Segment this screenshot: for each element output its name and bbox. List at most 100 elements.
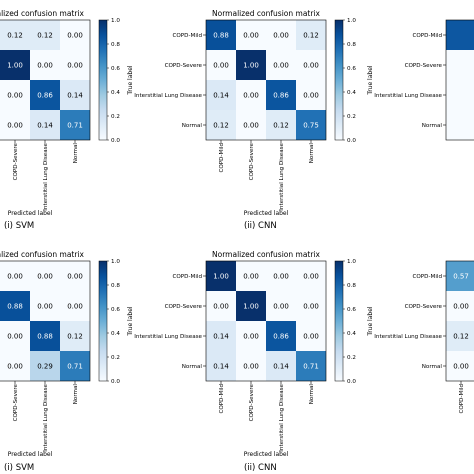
cell-value-label: 0.86: [273, 92, 289, 100]
x-tick-label: COPD-Severe: [13, 383, 19, 421]
x-tick-label: Interstitial Lung Disease: [279, 383, 285, 451]
cell-value-label: 0.00: [37, 273, 53, 281]
matrix-cell: [446, 50, 474, 80]
y-tick-label: Interstitial Lung Disease: [374, 93, 442, 99]
colorbar-tick-label: 0.8: [347, 283, 356, 289]
panel-caption: (ii) CNN: [244, 463, 277, 473]
matrix-cell: [206, 261, 236, 291]
matrix-frame: [205, 19, 327, 141]
matrix-cell: [60, 80, 90, 110]
matrix-cell: [236, 80, 266, 110]
y-tick-label: COPD-Severe: [165, 63, 203, 69]
y-axis-label: True label: [367, 306, 374, 336]
matrix-frame: [0, 260, 91, 382]
colorbar: [98, 19, 108, 141]
matrix-cell: [30, 321, 60, 351]
matrix-cell: [446, 321, 474, 351]
confusion-matrix-4: Normalized confusion matrix1.000.000.000…: [0, 250, 120, 473]
cell-value-label: 0.00: [453, 303, 469, 311]
x-tick-label: Interstitial Lung Disease: [43, 383, 49, 451]
cell-value-label: 0.00: [37, 62, 53, 70]
cell-value-label: 0.12: [7, 32, 23, 40]
matrix-cell: [446, 291, 474, 321]
x-tick-label: Interstitial Lung Disease: [43, 142, 49, 210]
cell-value-label: 0.88: [213, 32, 229, 40]
y-tick-label: COPD-Mild: [173, 274, 203, 280]
matrix-cell: [60, 291, 90, 321]
cell-value-label: 0.88: [37, 333, 53, 341]
matrix-cell: [0, 50, 30, 80]
confusion-matrix-6: ConvLSTM0.570.000.120.00COPD-MildCOPD-Se…: [367, 260, 474, 414]
matrix-cell: [206, 321, 236, 351]
cell-value-label: 0.00: [303, 92, 319, 100]
cell-value-label: 0.00: [243, 92, 259, 100]
matrix-cell: [30, 291, 60, 321]
x-axis-label: Predicted label: [8, 451, 53, 458]
cell-value-label: 0.00: [243, 333, 259, 341]
cell-value-label: 0.00: [7, 273, 23, 281]
colorbar-tick-label: 0.0: [347, 138, 356, 144]
colorbar: [98, 260, 108, 382]
y-tick-label: Normal: [182, 123, 203, 129]
cell-value-label: 0.00: [273, 303, 289, 311]
matrix-frame: [205, 260, 327, 382]
matrix-cell: [296, 20, 326, 50]
matrix-cell: [30, 80, 60, 110]
matrix-cell: [60, 20, 90, 50]
confusion-matrix-2: Normalized confusion matrix 0.88 0.00 0.00 0…: [127, 9, 356, 231]
matrix-cell: [266, 50, 296, 80]
cell-value-label: 1.00: [7, 62, 23, 70]
colorbar-tick-label: 0.8: [111, 283, 120, 289]
y-tick-label: COPD-Severe: [405, 304, 443, 310]
matrix-cell: [446, 80, 474, 110]
matrix-cell: [60, 50, 90, 80]
cell-value-label: 0.86: [273, 333, 289, 341]
cell-value-label: 0.00: [303, 273, 319, 281]
colorbar-tick-label: 0.4: [347, 90, 356, 96]
panel-caption: (ii) CNN: [244, 221, 277, 231]
colorbar-tick-label: 0.6: [111, 66, 120, 72]
cell-value-label: 0.00: [243, 32, 259, 40]
panel-caption: (i) SVM: [4, 221, 34, 231]
matrix-cell: [266, 291, 296, 321]
matrix-cell: [60, 110, 90, 140]
y-tick-label: COPD-Severe: [165, 304, 203, 310]
matrix-cell: [206, 351, 236, 381]
matrix-cell: [446, 20, 474, 50]
cell-value-label: 0.00: [37, 303, 53, 311]
matrix-cell: [30, 50, 60, 80]
cell-value-label: 0.14: [67, 92, 83, 100]
matrix-frame: [445, 19, 474, 141]
colorbar-tick-label: 0.4: [347, 331, 356, 337]
colorbar-tick-label: 0.6: [111, 307, 120, 313]
cell-value-label: 0.00: [7, 333, 23, 341]
cell-value-label: 0.71: [67, 122, 83, 130]
cell-value-label: 0.00: [453, 363, 469, 371]
matrix-cell: [236, 50, 266, 80]
y-tick-label: COPD-Severe: [405, 63, 443, 69]
cell-value-label: 0.29: [37, 363, 53, 371]
colorbar-tick-label: 0.0: [347, 379, 356, 385]
confusion-matrix-1: Normalized confusion matrix0.880.120.120…: [0, 9, 120, 231]
matrix-cell: [60, 261, 90, 291]
cell-value-label: 0.88: [7, 303, 23, 311]
cell-value-label: 0.71: [67, 363, 83, 371]
cell-value-label: 0.00: [273, 32, 289, 40]
matrix-cell: [0, 20, 30, 50]
matrix-cell: [30, 351, 60, 381]
chart-title: Normalized confusion matrix: [212, 250, 321, 259]
matrix-cell: [266, 20, 296, 50]
y-tick-label: Normal: [422, 364, 443, 370]
matrix-cell: [60, 351, 90, 381]
matrix-cell: [236, 291, 266, 321]
y-tick-label: Interstitial Lung Disease: [374, 334, 442, 340]
matrix-cell: [30, 261, 60, 291]
cell-value-label: 0.00: [7, 363, 23, 371]
colorbar-tick-label: 0.4: [111, 90, 120, 96]
colorbar-tick-label: 1.0: [111, 259, 120, 265]
matrix-cell: [236, 20, 266, 50]
cell-value-label: 0.71: [303, 363, 319, 371]
cell-value-label: 0.00: [213, 303, 229, 311]
cell-value-label: 0.00: [273, 62, 289, 70]
